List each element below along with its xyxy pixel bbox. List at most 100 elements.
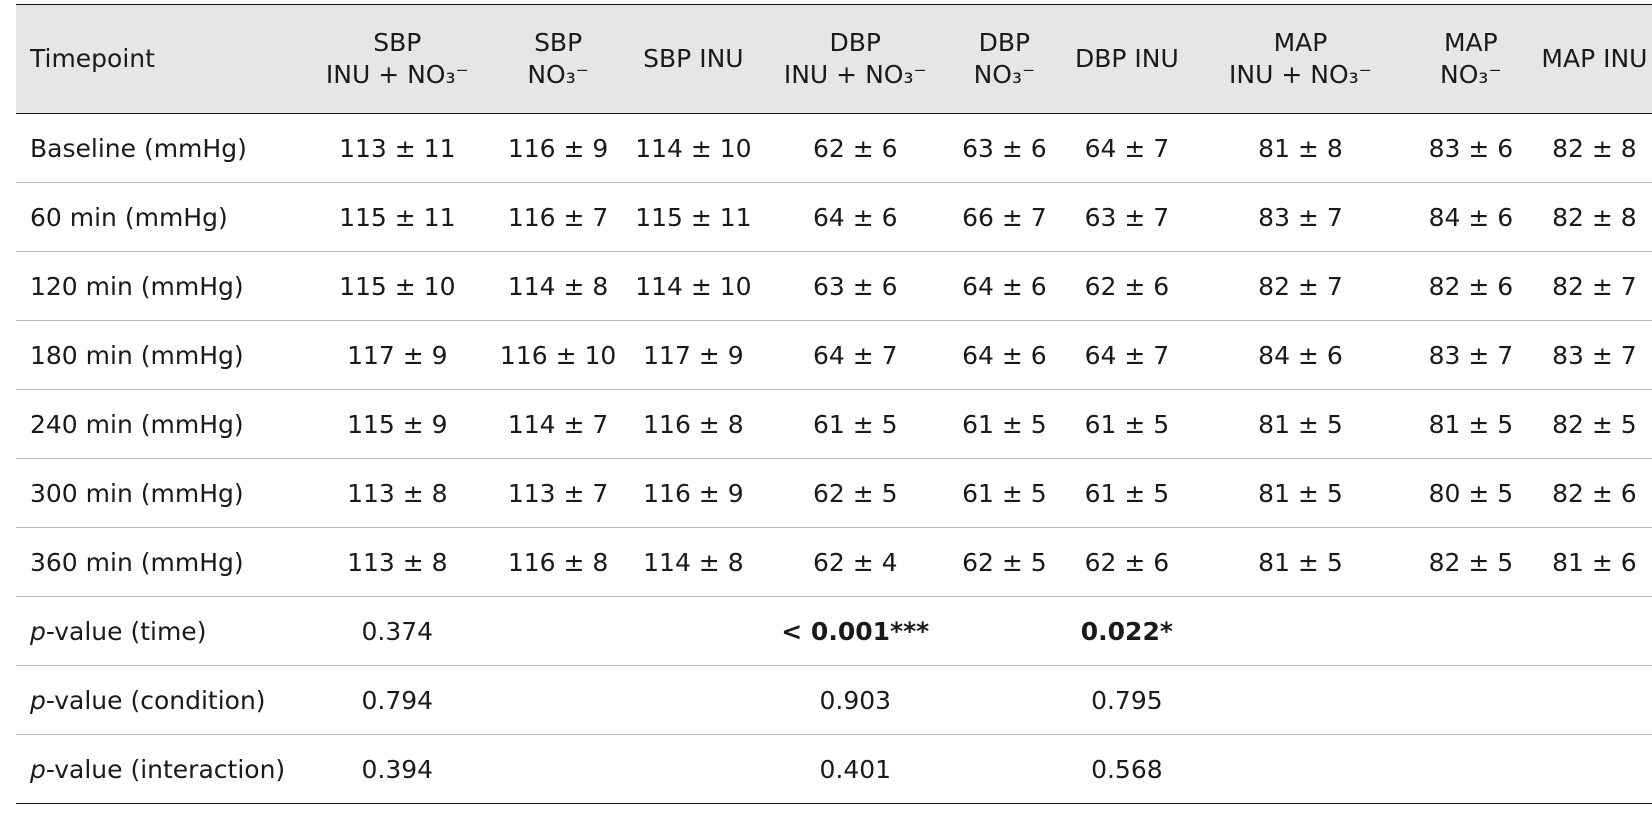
table-cell: 114 ± 8 <box>643 547 744 577</box>
pvalue-row-time: p-value (time) 0.374 < 0.001*** 0.022* <box>16 597 1652 666</box>
table-cell: 114 ± 7 <box>507 409 609 439</box>
table-row: 240 min (mmHg) 115 ± 9 114 ± 7 116 ± 8 6… <box>16 390 1652 459</box>
table-cell: 61 ± 5 <box>962 478 1047 508</box>
table-cell: 83 ± 7 <box>1258 202 1343 232</box>
table-cell: 82 ± 5 <box>1428 547 1514 577</box>
table-cell: 113 ± 8 <box>347 547 448 577</box>
col-header-dbp-inu-no3: DBP INU + NO₃⁻ <box>759 4 952 114</box>
row-label: 120 min (mmHg) <box>30 271 244 301</box>
table-cell: 83 ± 7 <box>1552 340 1637 370</box>
table-cell: 61 ± 5 <box>812 409 898 439</box>
table-cell: 114 ± 10 <box>627 113 760 183</box>
col-header-map-no3: MAP NO₃⁻ <box>1404 4 1537 114</box>
table-cell: 81 ± 8 <box>1196 113 1405 183</box>
results-table-container: Timepoint SBP INU + NO₃⁻ SBP NO₃⁻ SBP IN… <box>16 4 1652 804</box>
table-cell: 115 ± 9 <box>347 409 448 439</box>
empty-cell <box>1405 597 1537 666</box>
table-cell: 62 ± 5 <box>962 547 1047 577</box>
empty-cell <box>627 735 759 804</box>
table-cell: 64 ± 6 <box>812 202 898 232</box>
p-label-rest: -value (interaction) <box>45 754 286 784</box>
p-italic: p <box>30 616 46 646</box>
table-cell: 115 ± 10 <box>339 271 456 301</box>
pvalue-row-interaction: p-value (interaction) 0.394 0.401 0.568 <box>16 735 1652 804</box>
pvalue-map: 0.568 <box>1091 754 1163 784</box>
table-row: Baseline (mmHg) 113 ± 11 116 ± 9 114 ± 1… <box>16 113 1652 183</box>
col-header-map-inu: MAP INU <box>1536 4 1652 114</box>
table-cell: 116 ± 8 <box>507 547 609 577</box>
table-cell: 81 ± 5 <box>1428 409 1514 439</box>
table-cell: 116 ± 9 <box>488 113 628 183</box>
p-label-rest: -value (time) <box>45 616 207 646</box>
table-cell: 64 ± 7 <box>1084 340 1170 370</box>
table-cell: 62 ± 6 <box>1084 547 1170 577</box>
p-italic: p <box>30 754 46 784</box>
pvalue-dbp: < 0.001*** <box>781 616 930 646</box>
table-cell: 62 ± 4 <box>812 547 898 577</box>
table-row: 120 min (mmHg) 115 ± 10 114 ± 8 114 ± 10… <box>16 252 1652 321</box>
table-cell: 61 ± 5 <box>962 409 1047 439</box>
table-cell: 62 ± 6 <box>1084 271 1170 301</box>
table-cell: 62 ± 5 <box>812 478 898 508</box>
table-cell: 63 ± 7 <box>1084 202 1170 232</box>
table-cell: 82 ± 7 <box>1258 271 1343 301</box>
table-cell: 82 ± 8 <box>1536 113 1652 183</box>
pvalue-dbp: 0.401 <box>819 754 892 784</box>
pvalue-sbp: 0.394 <box>361 754 434 784</box>
empty-cell <box>951 597 1058 666</box>
empty-cell <box>489 735 627 804</box>
table-cell: 82 ± 5 <box>1552 409 1637 439</box>
table-cell: 113 ± 7 <box>507 478 609 508</box>
table-cell: 80 ± 5 <box>1428 478 1514 508</box>
table-cell: 113 ± 11 <box>305 113 489 183</box>
table-cell: 115 ± 11 <box>635 202 752 232</box>
table-cell: 83 ± 7 <box>1428 340 1514 370</box>
table-row: 180 min (mmHg) 117 ± 9 116 ± 10 117 ± 9 … <box>16 321 1652 390</box>
table-row: 300 min (mmHg) 113 ± 8 113 ± 7 116 ± 9 6… <box>16 459 1652 528</box>
table-cell: 115 ± 11 <box>339 202 456 232</box>
row-label: 240 min (mmHg) <box>30 409 244 439</box>
col-header-dbp-inu: DBP INU <box>1057 4 1197 114</box>
p-italic: p <box>30 685 46 715</box>
row-label: p-value (condition) <box>16 666 306 735</box>
p-label-rest: -value (condition) <box>45 685 266 715</box>
table-cell: 117 ± 9 <box>643 340 744 370</box>
empty-cell <box>489 597 627 666</box>
empty-cell <box>951 666 1058 735</box>
row-label: 360 min (mmHg) <box>30 547 244 577</box>
table-cell: 63 ± 6 <box>951 113 1058 183</box>
empty-cell <box>1196 597 1405 666</box>
pvalue-row-condition: p-value (condition) 0.794 0.903 0.795 <box>16 666 1652 735</box>
table-cell: 62 ± 6 <box>759 113 952 183</box>
table-cell: 66 ± 7 <box>962 202 1047 232</box>
empty-cell <box>627 666 759 735</box>
table-cell: 63 ± 6 <box>812 271 898 301</box>
table-cell: 81 ± 6 <box>1552 547 1637 577</box>
table-cell: 81 ± 5 <box>1258 478 1343 508</box>
table-cell: 82 ± 7 <box>1552 271 1637 301</box>
row-label: 300 min (mmHg) <box>30 478 244 508</box>
table-cell: 113 ± 8 <box>347 478 448 508</box>
table-body: Baseline (mmHg) 113 ± 11 116 ± 9 114 ± 1… <box>16 113 1652 804</box>
col-header-sbp-no3: SBP NO₃⁻ <box>488 4 628 114</box>
col-header-map-inu-no3: MAP INU + NO₃⁻ <box>1196 4 1405 114</box>
table-cell: 84 ± 6 <box>1428 202 1514 232</box>
empty-cell <box>1405 666 1537 735</box>
table-cell: 116 ± 10 <box>499 340 617 370</box>
table-row: 360 min (mmHg) 113 ± 8 116 ± 8 114 ± 8 6… <box>16 528 1652 597</box>
table-cell: 64 ± 7 <box>1057 113 1197 183</box>
empty-cell <box>1196 735 1405 804</box>
pvalue-map: 0.022* <box>1080 616 1173 646</box>
empty-cell <box>1537 666 1652 735</box>
table-cell: 83 ± 6 <box>1404 113 1537 183</box>
table-cell: 116 ± 9 <box>643 478 744 508</box>
table-cell: 64 ± 6 <box>962 271 1047 301</box>
empty-cell <box>489 666 627 735</box>
col-header-timepoint: Timepoint <box>16 4 306 114</box>
pvalue-sbp: 0.794 <box>361 685 434 715</box>
table-header: Timepoint SBP INU + NO₃⁻ SBP NO₃⁻ SBP IN… <box>16 4 1652 114</box>
table-cell: 61 ± 5 <box>1084 409 1170 439</box>
table-cell: 81 ± 5 <box>1258 547 1343 577</box>
table-cell: 82 ± 6 <box>1428 271 1514 301</box>
table-cell: 64 ± 7 <box>812 340 898 370</box>
